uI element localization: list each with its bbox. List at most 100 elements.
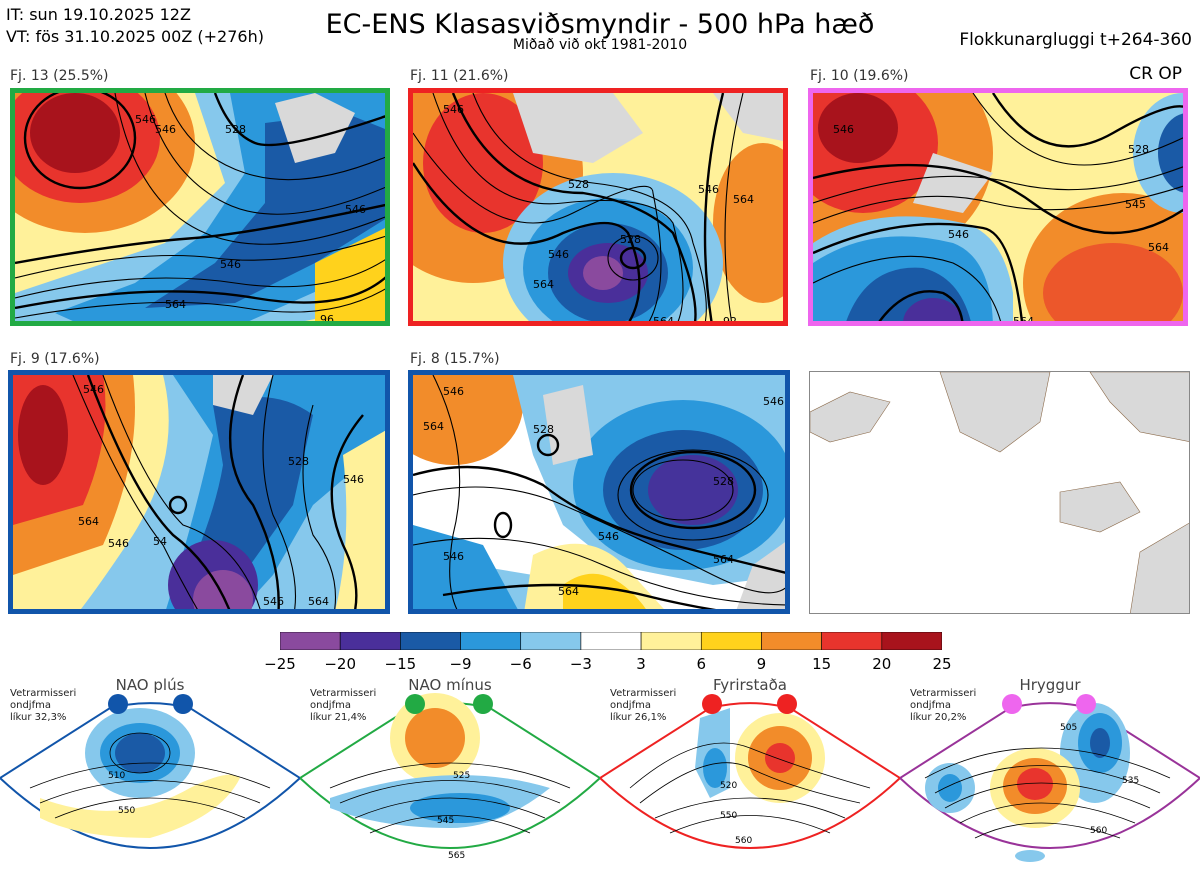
contour-label: 545 <box>437 816 454 826</box>
land <box>275 93 355 163</box>
contour-label: 550 <box>720 811 737 821</box>
contour-label: 535 <box>1122 776 1139 786</box>
contour-label: 564 <box>558 585 579 598</box>
contour-label: 564 <box>733 193 754 206</box>
regime-marker <box>702 694 722 714</box>
contour-label: 525 <box>453 771 470 781</box>
colorbar-tick-label: 25 <box>932 655 952 673</box>
contour-label: 560 <box>735 836 752 846</box>
regime-map: 505 535 560 <box>898 694 1200 862</box>
contour-label: 564 <box>533 278 554 291</box>
land <box>1130 522 1189 613</box>
colorbar-tick-label: −25 <box>264 655 296 673</box>
regime-title: NAO plús <box>115 676 185 694</box>
header-times: IT: sun 19.10.2025 12Z VT: fös 31.10.202… <box>6 4 264 48</box>
colorbar-tick-label: 20 <box>872 655 892 673</box>
regime-map: 525 545 565 <box>298 693 602 861</box>
contour-label: 564 <box>423 420 444 433</box>
regime-nao-plus: NAO plús Vetrarmisseri ondjfma líkur 32,… <box>0 676 302 871</box>
anomaly-field <box>1015 850 1045 862</box>
contour-label: 564 <box>1013 315 1034 326</box>
regime-marker <box>108 694 128 714</box>
panel-label-1: Fj. 13 (25.5%) <box>10 68 109 84</box>
land <box>810 391 891 443</box>
regime-note: Vetrarmisseri ondjfma líkur 20,2% <box>910 688 977 723</box>
regime-title: Hryggur <box>1019 676 1081 694</box>
anomaly-field <box>413 375 523 465</box>
regime-note: Vetrarmisseri ondjfma líkur 32,3% <box>10 688 77 723</box>
contour-label: 545 <box>1125 198 1146 211</box>
land <box>713 93 783 141</box>
contour-label: 565 <box>448 851 465 861</box>
colorbar-tick-label: 6 <box>696 655 707 673</box>
panel-label-4: Fj. 9 (17.6%) <box>10 351 100 367</box>
cluster-map-1: 546 564 546 528 546 96 546 <box>10 88 390 326</box>
colorbar-ticks: −25 −20 −15 −9 −6 −3 3 6 9 15 20 25 <box>264 655 951 673</box>
anomaly-field <box>145 113 385 308</box>
contour-label: 528 <box>288 455 309 468</box>
cluster-map-4: 546 528 546 564 564 546 546 54 <box>8 370 390 614</box>
colorbar-swatch <box>881 632 942 650</box>
colorbar-tick-label: −3 <box>569 655 592 673</box>
contour-label: 546 <box>135 113 156 126</box>
anomaly-field <box>30 93 120 173</box>
colorbar-tick-label: −20 <box>324 655 356 673</box>
colorbar-swatch <box>339 632 401 650</box>
contour-label: 528 <box>533 423 554 436</box>
contour-label: 564 <box>165 298 186 311</box>
operational-tag: CR OP <box>1129 64 1182 84</box>
contour-label: 546 <box>343 473 364 486</box>
land <box>1089 372 1189 442</box>
colorbar-swatch <box>460 632 522 650</box>
contour-label: 546 <box>833 123 854 136</box>
contour-label: 546 <box>263 595 284 608</box>
anomaly-field <box>703 748 727 788</box>
contour-label: 546 <box>948 228 969 241</box>
colorbar-swatch <box>520 632 582 650</box>
contour-label: 546 <box>443 385 464 398</box>
anomaly-field <box>405 708 465 768</box>
anomaly-field <box>583 256 623 290</box>
contour-label: 546 <box>443 550 464 563</box>
contour-label: 546 <box>763 395 784 408</box>
colorbar-tick-label: 3 <box>636 655 646 673</box>
contour-label: 546 <box>698 183 719 196</box>
valid-time: VT: fös 31.10.2025 00Z (+276h) <box>6 27 264 46</box>
land <box>939 372 1051 453</box>
regime-marker <box>777 694 797 714</box>
cluster-map-3: 546 546 564 528 545 564 <box>808 88 1188 326</box>
colorbar-swatch <box>580 632 642 650</box>
anomaly-field <box>1090 728 1110 758</box>
colorbar-tick-label: −15 <box>384 655 417 673</box>
contour-label: 564 <box>653 315 674 326</box>
colorbar-tick-label: 15 <box>812 655 832 673</box>
header-title-block: EC-ENS Klasasviðsmyndir - 500 hPa hæð Mi… <box>300 8 900 52</box>
contour-label: 528 <box>568 178 589 191</box>
land <box>513 93 643 163</box>
anomaly-field <box>563 573 646 609</box>
regime-map: 520 550 560 <box>598 694 902 849</box>
colorbar-swatch <box>640 632 702 650</box>
colorbar-swatch <box>821 632 883 650</box>
contour-label: 520 <box>720 781 737 791</box>
contour-label: 510 <box>108 771 125 781</box>
contour-label: 96 <box>320 313 334 326</box>
cluster-map-4-svg: 546 528 546 564 564 546 546 54 <box>13 375 385 609</box>
contour-label: 564 <box>713 553 734 566</box>
colorbar-swatch <box>280 632 341 650</box>
contour-label: 528 <box>225 123 246 136</box>
regime-marker <box>173 694 193 714</box>
regime-blocking: Fyrirstaða Vetrarmisseri ondjfma líkur 2… <box>598 676 902 871</box>
contour-label: 564 <box>78 515 99 528</box>
regime-ridge: Hryggur Vetrarmisseri ondjfma líkur 20,2… <box>898 676 1200 871</box>
anomaly-field <box>765 743 795 773</box>
cluster-map-5: 546 564 528 546 528 546 564 564 546 <box>408 370 790 614</box>
contour-label: 546 <box>155 123 176 136</box>
anomaly-field <box>18 385 68 485</box>
contour-label: 546 <box>443 103 464 116</box>
land <box>1059 481 1141 533</box>
anomaly-field <box>1158 113 1183 193</box>
regime-map: 510 550 <box>0 694 302 849</box>
panel-label-2: Fj. 11 (21.6%) <box>410 68 509 84</box>
anomaly-field <box>423 93 543 233</box>
